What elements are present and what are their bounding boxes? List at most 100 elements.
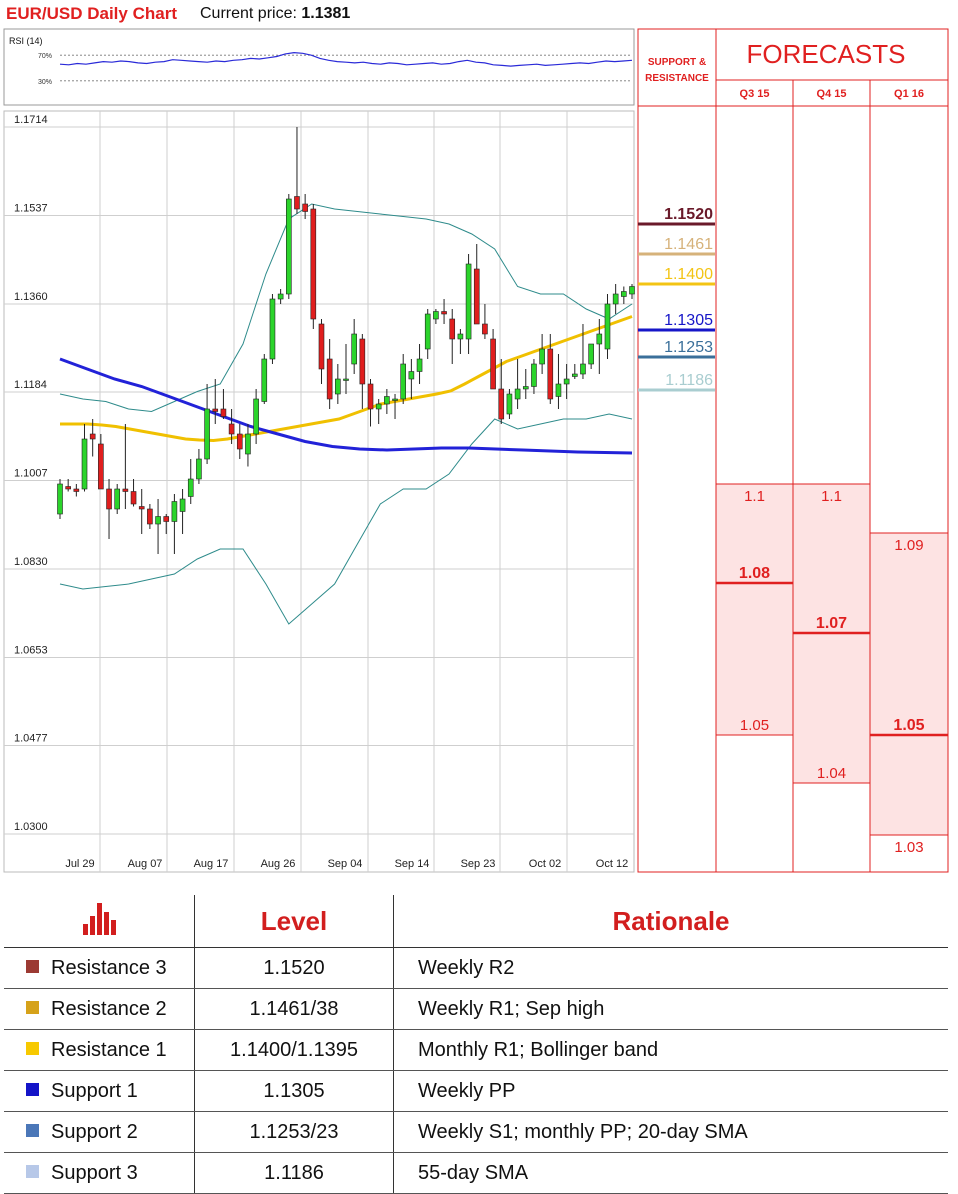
candle-body-down	[147, 508, 153, 525]
candle-body-up	[596, 333, 603, 345]
level-rationale: 55-day SMA	[393, 1152, 948, 1194]
candle-body-up	[571, 373, 578, 377]
candle-body-up	[424, 313, 431, 350]
x-tick-label: Sep 04	[328, 858, 363, 870]
level-rationale: Weekly R2	[393, 947, 948, 989]
level-value: 1.1520	[194, 947, 394, 989]
candle	[547, 334, 554, 404]
level-color-swatch	[26, 1123, 39, 1137]
sma-55-line	[60, 315, 633, 443]
candle-body-down	[449, 318, 456, 340]
candle	[482, 304, 488, 339]
candle-body-down	[547, 348, 554, 400]
candle	[539, 334, 545, 374]
sma-200-line	[59, 357, 633, 455]
candle	[163, 514, 170, 534]
candle	[196, 449, 202, 484]
candle-body-down	[482, 323, 488, 335]
candle-body-up	[351, 333, 357, 365]
level-value: 1.1253/23	[194, 1111, 394, 1153]
candle	[522, 369, 529, 399]
candle	[335, 364, 341, 404]
forecast-median-value: 1.08	[739, 565, 770, 582]
candle-body-up	[57, 483, 63, 515]
bollinger-lower-band	[59, 413, 633, 625]
candle-body-up	[375, 403, 382, 410]
candle	[318, 319, 325, 384]
level-color-swatch	[26, 1000, 39, 1014]
forecast-low-value: 1.05	[740, 717, 769, 734]
forecast-high-value: 1.09	[894, 537, 923, 554]
candle-body-down	[359, 338, 366, 385]
level-value: 1.1461/38	[194, 988, 394, 1030]
forecast-column-header: Q4 15	[817, 88, 847, 100]
candle-body-down	[65, 486, 71, 490]
level-value: 1.1400/1.1395	[194, 1029, 394, 1071]
level-value: 1.1305	[194, 1070, 394, 1112]
level-name-cell: Resistance 3	[4, 947, 195, 989]
level-color-swatch	[26, 1082, 39, 1096]
x-tick-label: Oct 12	[596, 858, 628, 870]
candle	[228, 409, 235, 444]
candle-body-down	[98, 443, 104, 490]
candle	[514, 359, 521, 409]
sr-level-value: 1.1520	[664, 206, 713, 223]
forecast-high-value: 1.1	[821, 488, 842, 505]
candle	[310, 204, 317, 329]
candle-body-down	[473, 268, 480, 325]
candle-body-up	[285, 198, 292, 295]
sr-header-line1: SUPPORT &	[648, 57, 706, 68]
candle-body-down	[498, 388, 505, 420]
candle	[65, 479, 71, 492]
column-header-rationale: Rationale	[393, 895, 948, 948]
x-tick-label: Aug 07	[128, 858, 163, 870]
column-header-level: Level	[194, 895, 394, 948]
candle	[106, 479, 112, 539]
candle-body-up	[588, 343, 594, 365]
bar-chart-icon	[83, 902, 116, 935]
rsi-panel	[3, 28, 635, 106]
x-tick-label: Aug 17	[194, 858, 229, 870]
level-name: Support 1	[51, 1079, 138, 1102]
candle-body-up	[204, 408, 210, 460]
candle	[629, 284, 635, 299]
candle-body-up	[171, 501, 178, 522]
forecasts-title: FORECASTS	[747, 39, 906, 69]
candle	[424, 309, 431, 359]
candle-body-up	[465, 263, 472, 340]
candle	[212, 379, 219, 424]
candle-body-down	[490, 338, 496, 390]
candle	[236, 424, 243, 459]
candle	[580, 324, 586, 379]
price-chart: RSI (14) 70% 30% Jul 29 Aug 07 Aug 17 Aug 26 Se…	[3, 28, 949, 873]
candle	[57, 479, 63, 519]
rsi-label: RSI (14)	[9, 36, 43, 46]
candle-body-up	[433, 311, 439, 320]
candle-body-down	[294, 196, 300, 210]
candle	[359, 334, 366, 409]
candle-body-down	[130, 491, 137, 505]
candle-body-up	[531, 363, 537, 387]
y-tick-label: 1.1360	[14, 291, 48, 303]
candle	[81, 424, 88, 492]
x-tick-label: Sep 23	[461, 858, 496, 870]
candle-body-up	[580, 363, 586, 375]
candle	[408, 359, 415, 399]
candle-body-up	[539, 348, 545, 365]
level-rationale: Weekly S1; monthly PP; 20-day SMA	[393, 1111, 948, 1153]
level-name: Support 2	[51, 1120, 138, 1143]
current-price-label: Current price:	[200, 5, 297, 22]
candle	[114, 484, 120, 514]
candle-body-up	[81, 438, 88, 490]
candle-body-down	[106, 488, 112, 510]
candle	[122, 424, 129, 509]
table-header-row: Level Rationale	[4, 895, 948, 948]
candle	[204, 384, 210, 464]
candle-body-up	[563, 378, 570, 385]
current-price: Current price: 1.1381	[200, 5, 350, 23]
candle-body-up	[343, 378, 349, 381]
candle-body-up	[261, 358, 268, 402]
candle	[433, 309, 439, 324]
forecast-range-box	[716, 484, 793, 735]
candle-body-up	[114, 488, 120, 510]
